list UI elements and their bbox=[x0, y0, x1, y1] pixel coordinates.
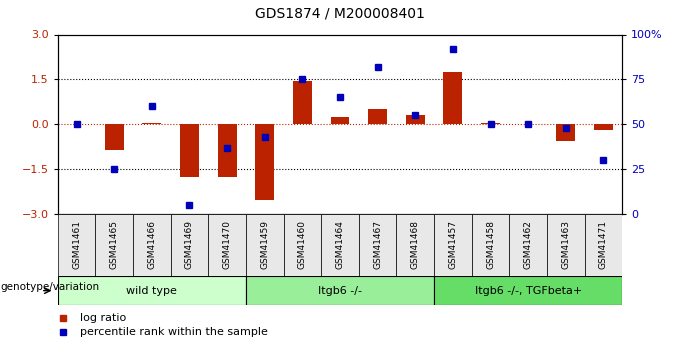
Text: GSM41466: GSM41466 bbox=[148, 220, 156, 269]
Bar bbox=[434, 276, 622, 305]
Text: GSM41457: GSM41457 bbox=[448, 220, 458, 269]
Bar bbox=[95, 214, 133, 276]
Bar bbox=[330, 117, 350, 124]
Text: percentile rank within the sample: percentile rank within the sample bbox=[80, 327, 268, 337]
Bar bbox=[143, 123, 161, 124]
Text: GSM41471: GSM41471 bbox=[599, 220, 608, 269]
Bar bbox=[594, 124, 613, 130]
Bar bbox=[180, 124, 199, 177]
Bar bbox=[481, 123, 500, 124]
Bar bbox=[434, 214, 472, 276]
Bar bbox=[396, 214, 434, 276]
Text: GSM41468: GSM41468 bbox=[411, 220, 420, 269]
Bar bbox=[246, 214, 284, 276]
Bar bbox=[509, 214, 547, 276]
Text: GSM41469: GSM41469 bbox=[185, 220, 194, 269]
Text: GDS1874 / M200008401: GDS1874 / M200008401 bbox=[255, 7, 425, 21]
Text: GSM41470: GSM41470 bbox=[222, 220, 232, 269]
Bar bbox=[585, 214, 622, 276]
Bar bbox=[321, 214, 359, 276]
Text: GSM41459: GSM41459 bbox=[260, 220, 269, 269]
Text: GSM41461: GSM41461 bbox=[72, 220, 81, 269]
Text: GSM41458: GSM41458 bbox=[486, 220, 495, 269]
Text: GSM41460: GSM41460 bbox=[298, 220, 307, 269]
Bar bbox=[246, 276, 434, 305]
Text: GSM41462: GSM41462 bbox=[524, 220, 532, 269]
Text: Itgb6 -/-: Itgb6 -/- bbox=[318, 286, 362, 296]
Bar bbox=[171, 214, 208, 276]
Bar bbox=[443, 72, 462, 124]
Bar bbox=[208, 214, 246, 276]
Text: Itgb6 -/-, TGFbeta+: Itgb6 -/-, TGFbeta+ bbox=[475, 286, 582, 296]
Bar bbox=[58, 276, 246, 305]
Bar bbox=[105, 124, 124, 150]
Bar bbox=[133, 214, 171, 276]
Bar bbox=[369, 109, 387, 124]
Bar bbox=[58, 214, 95, 276]
Text: wild type: wild type bbox=[126, 286, 177, 296]
Bar bbox=[256, 124, 274, 200]
Bar bbox=[556, 124, 575, 141]
Text: GSM41467: GSM41467 bbox=[373, 220, 382, 269]
Bar bbox=[359, 214, 396, 276]
Bar bbox=[284, 214, 321, 276]
Bar bbox=[547, 214, 585, 276]
Bar bbox=[293, 81, 311, 124]
Text: GSM41463: GSM41463 bbox=[561, 220, 571, 269]
Bar bbox=[218, 124, 237, 177]
Text: GSM41464: GSM41464 bbox=[335, 220, 345, 269]
Bar bbox=[472, 214, 509, 276]
Text: genotype/variation: genotype/variation bbox=[1, 282, 100, 292]
Text: log ratio: log ratio bbox=[80, 313, 126, 323]
Bar bbox=[406, 115, 425, 124]
Text: GSM41465: GSM41465 bbox=[109, 220, 119, 269]
